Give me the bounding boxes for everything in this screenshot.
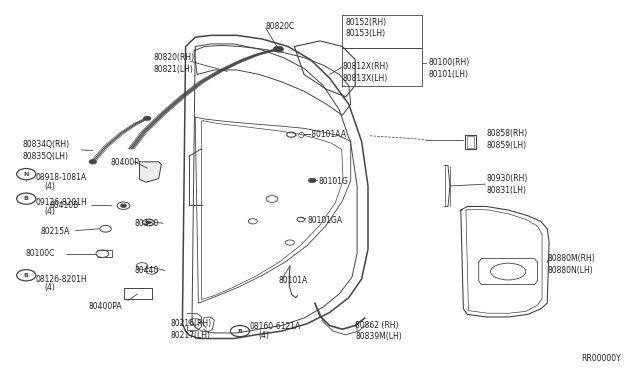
Text: 80215A: 80215A — [40, 227, 70, 236]
Polygon shape — [140, 162, 161, 182]
Circle shape — [89, 160, 97, 164]
Circle shape — [121, 204, 126, 207]
Text: 08126-8201H: 08126-8201H — [35, 275, 87, 283]
Text: 09126-8201H: 09126-8201H — [35, 198, 87, 207]
Text: (4): (4) — [45, 182, 56, 191]
Text: 80430: 80430 — [134, 219, 159, 228]
Bar — [467, 136, 474, 148]
Circle shape — [273, 46, 284, 52]
Text: 80820C: 80820C — [266, 22, 295, 31]
Text: (4): (4) — [258, 331, 269, 340]
Text: 80880M(RH)
80880N(LH): 80880M(RH) 80880N(LH) — [547, 254, 595, 275]
Text: 80930(RH)
80831(LH): 80930(RH) 80831(LH) — [486, 174, 528, 195]
Text: 80862 (RH)
80839M(LH): 80862 (RH) 80839M(LH) — [355, 321, 402, 341]
Text: 80400P: 80400P — [111, 158, 140, 167]
Bar — [465, 135, 476, 149]
Text: 80152(RH)
80153(LH): 80152(RH) 80153(LH) — [346, 17, 387, 38]
Circle shape — [147, 221, 150, 224]
Text: 80440: 80440 — [134, 266, 159, 275]
Text: 80216(RH)
80217(LH): 80216(RH) 80217(LH) — [171, 319, 212, 340]
Text: 80834Q(RH)
80835Q(LH): 80834Q(RH) 80835Q(LH) — [22, 140, 70, 161]
Text: 80101G: 80101G — [319, 177, 349, 186]
Text: 08160-6121A: 08160-6121A — [250, 322, 301, 331]
Circle shape — [308, 178, 316, 183]
Text: 08918-1081A: 08918-1081A — [35, 173, 86, 182]
Text: 80820(RH)
80821(LH): 80820(RH) 80821(LH) — [154, 53, 195, 74]
Text: 80812X(RH)
80813X(LH): 80812X(RH) 80813X(LH) — [342, 62, 388, 83]
Text: 80410B: 80410B — [49, 201, 79, 210]
Circle shape — [143, 116, 151, 121]
Text: 80101GA: 80101GA — [307, 216, 342, 225]
Text: N: N — [24, 171, 29, 177]
Text: (4): (4) — [45, 283, 56, 292]
Text: 80858(RH)
80859(LH): 80858(RH) 80859(LH) — [486, 129, 527, 150]
Text: 80100(RH)
80101(LH): 80100(RH) 80101(LH) — [429, 58, 470, 79]
Text: B: B — [24, 273, 29, 278]
Text: B: B — [237, 328, 243, 334]
Text: (4): (4) — [45, 207, 56, 216]
Text: RR00000Y: RR00000Y — [581, 354, 621, 363]
Text: B: B — [24, 196, 29, 201]
Text: 80400PA: 80400PA — [88, 302, 122, 311]
Text: ○—80101AA: ○—80101AA — [298, 130, 347, 139]
Text: 80100C: 80100C — [26, 249, 55, 258]
Text: 80101A: 80101A — [278, 276, 308, 285]
